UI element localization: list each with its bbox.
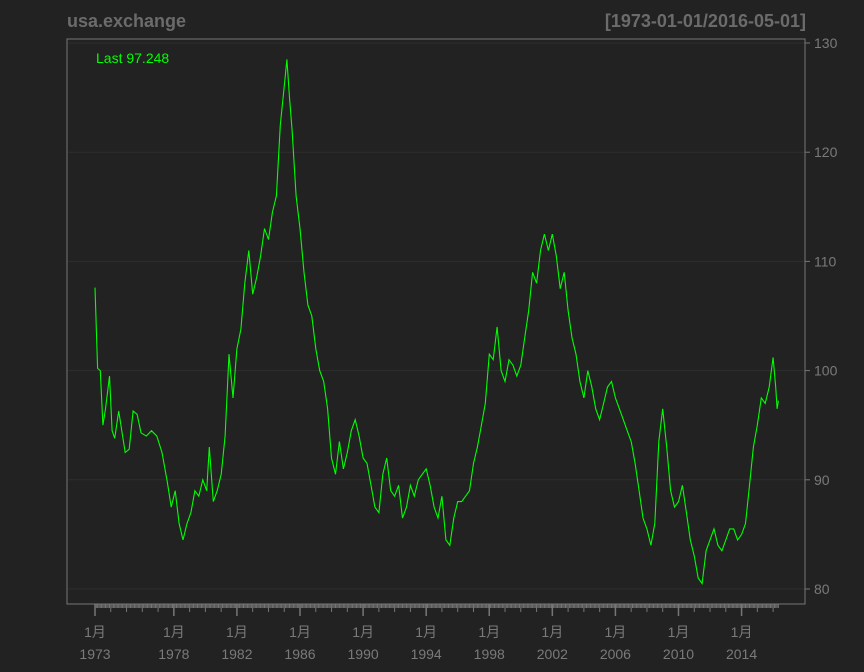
x-tick-year-label: 1986 [284,646,315,662]
y-tick-label: 80 [814,581,830,597]
x-tick-year-label: 1994 [411,646,442,662]
x-tick-month-label: 1月 [478,624,500,640]
x-tick-month-label: 1月 [731,624,753,640]
y-tick-label: 130 [814,35,838,51]
x-tick-month-label: 1月 [84,624,106,640]
x-tick-month-label: 1月 [605,624,627,640]
x-tick-year-label: 2014 [726,646,757,662]
x-axis: 1月 1973 1月 1978 1月 1982 1月 1986 1月 1990 1月 1994 1月 19… [79,604,779,662]
y-tick-label: 100 [814,363,838,379]
series-line [94,59,779,585]
x-tick-year-label: 2002 [537,646,568,662]
x-tick-month-label: 1月 [352,624,374,640]
chart-title: usa.exchange [67,11,186,31]
x-tick-year-label: 2010 [663,646,694,662]
y-tick-label: 120 [814,144,838,160]
gridlines [67,42,805,590]
x-tick-year-label: 1990 [348,646,379,662]
y-tick-label: 90 [814,472,830,488]
x-tick-month-label: 1月 [668,624,690,640]
x-tick-year-label: 1973 [79,646,110,662]
x-tick-month-label: 1月 [163,624,185,640]
plot-frame [66,38,806,605]
y-axis: 80 90 100 110 120 130 [805,35,838,597]
date-range-label: [1973-01-01/2016-05-01] [605,11,806,31]
x-tick-year-label: 1998 [474,646,505,662]
y-tick-label: 110 [814,253,837,269]
x-tick-year-label: 1982 [221,646,252,662]
x-tick-month-label: 1月 [541,624,563,640]
x-tick-year-label: 1978 [158,646,189,662]
x-tick-month-label: 1月 [289,624,311,640]
x-tick-month-label: 1月 [415,624,437,640]
x-tick-month-label: 1月 [226,624,248,640]
x-tick-year-label: 2006 [600,646,631,662]
last-value-label: Last 97.248 [96,50,169,66]
